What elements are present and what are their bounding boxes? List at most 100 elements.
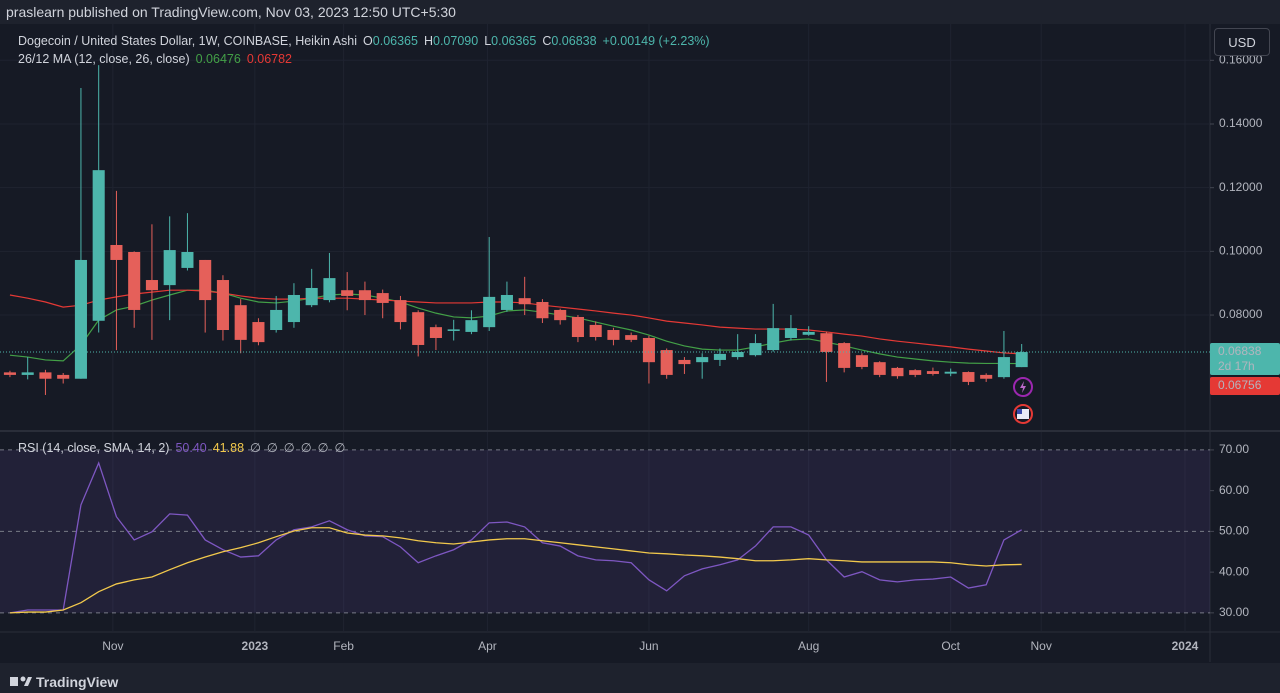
- last-price-label: 0.06838: [1218, 344, 1262, 358]
- candle-body: [518, 298, 531, 305]
- candle-body: [376, 293, 389, 303]
- candle-body: [997, 357, 1010, 378]
- candle-body: [802, 331, 815, 335]
- status-value: ∅: [300, 441, 312, 455]
- status-value: ∅: [283, 441, 295, 455]
- event-icons: [1013, 377, 1033, 424]
- candle-body: [145, 280, 158, 291]
- candle-body: [163, 250, 176, 286]
- rsi-legend: RSI (14, close, SMA, 14, 2) 50.40 41.88 ∅ ∅…: [18, 440, 345, 456]
- legend-value: 50.40: [175, 440, 207, 455]
- ma-badge-label: 0.06756: [1218, 378, 1262, 392]
- candle-body: [820, 333, 833, 352]
- x-tick-label: Feb: [333, 639, 354, 653]
- candle-body: [784, 328, 797, 338]
- candle-body: [731, 351, 744, 358]
- candle-body: [1015, 352, 1028, 368]
- candle-body: [92, 170, 105, 321]
- candle-body: [252, 322, 265, 343]
- candle-body: [412, 312, 425, 345]
- x-tick-label: Nov: [102, 639, 123, 653]
- candle-body: [110, 244, 123, 260]
- candle-body: [749, 343, 762, 356]
- candle-body: [571, 316, 584, 338]
- marks: [0, 65, 1210, 614]
- status-value: ∅: [250, 441, 261, 455]
- candle-body: [74, 259, 87, 379]
- line-series: [9, 289, 1022, 365]
- candle-body: [926, 371, 939, 374]
- y-tick-label: 0.12000: [1219, 180, 1263, 194]
- candle-body: [607, 330, 620, 340]
- price-change: +0.00149 (+2.23%): [602, 34, 710, 48]
- legend-value: 41.88: [212, 440, 245, 455]
- candle-body: [944, 371, 957, 374]
- candle-body: [181, 251, 194, 268]
- candle-body: [429, 327, 442, 338]
- candle-body: [39, 372, 52, 379]
- x-tick-label: Nov: [1031, 639, 1052, 653]
- candle-body: [536, 301, 549, 319]
- candle-body: [891, 367, 904, 377]
- y-tick-label: 0.14000: [1219, 116, 1263, 130]
- candle-body: [465, 320, 478, 332]
- y-tick-label: 70.00: [1219, 442, 1249, 456]
- ohlc-value: 0.06838: [551, 34, 597, 48]
- candle-body: [589, 324, 602, 338]
- candle-body: [696, 357, 709, 363]
- ohlc-item: L0.06365: [484, 34, 536, 48]
- logo-part: [24, 677, 32, 686]
- candle-body: [3, 372, 16, 375]
- ohlc-value: 0.07090: [433, 34, 479, 48]
- y-tick-label: 0.08000: [1219, 307, 1263, 321]
- candle-body: [394, 300, 407, 323]
- candle-body: [855, 355, 868, 367]
- ohlc-value: 0.06365: [491, 34, 537, 48]
- candle-body: [713, 353, 726, 360]
- event-icon: [1017, 409, 1029, 419]
- countdown-label: 2d 17h: [1218, 359, 1255, 373]
- candle-body: [21, 372, 34, 375]
- candle-body: [554, 309, 567, 321]
- candle-body: [323, 278, 336, 301]
- line-series: [9, 289, 1022, 355]
- rsi-band: [0, 449, 1210, 613]
- legend-title: 26/12 MA (12, close, 26, close): [18, 52, 190, 66]
- candle-body: [909, 370, 922, 375]
- header-bar: [0, 0, 1280, 24]
- ohlc-item: H0.07090: [424, 34, 478, 48]
- candle-body: [128, 251, 141, 310]
- x-tick-label: Jun: [639, 639, 658, 653]
- candle-body: [287, 294, 300, 323]
- ohlc-key: C: [542, 34, 552, 48]
- x-tick-label: Aug: [798, 639, 819, 653]
- candle-body: [678, 359, 691, 365]
- logo-part: [10, 677, 18, 686]
- ohlc-key: O: [363, 34, 373, 48]
- legend-title: RSI (14, close, SMA, 14, 2): [18, 440, 170, 455]
- candle-body: [57, 374, 70, 379]
- candle-body: [483, 296, 496, 328]
- ma-badge: [1210, 377, 1280, 396]
- x-tick-label: Oct: [941, 639, 960, 653]
- candle-body: [767, 328, 780, 351]
- ohlc-key: L: [484, 34, 492, 48]
- candle-body: [838, 343, 851, 368]
- candle-body: [234, 305, 247, 340]
- candle-body: [642, 337, 655, 363]
- brand-name: TradingView: [36, 674, 119, 690]
- candle-body: [341, 290, 354, 296]
- logo-part: [20, 676, 26, 682]
- line-series: [9, 461, 1023, 614]
- candle-body: [500, 294, 513, 310]
- x-tick-label: Apr: [478, 639, 497, 653]
- event-icon: [1017, 409, 1022, 414]
- grid: [0, 24, 1210, 632]
- currency-button[interactable]: USD: [1214, 28, 1270, 56]
- main-legend: Dogecoin / United States Dollar, 1W, COI…: [18, 34, 710, 48]
- x-tick-label: 2024: [1172, 639, 1199, 653]
- y-tick-label: 30.00: [1219, 605, 1249, 619]
- legend-title: Dogecoin / United States Dollar, 1W, COI…: [18, 34, 358, 48]
- publisher-line: praslearn published on TradingView.com, …: [6, 4, 456, 20]
